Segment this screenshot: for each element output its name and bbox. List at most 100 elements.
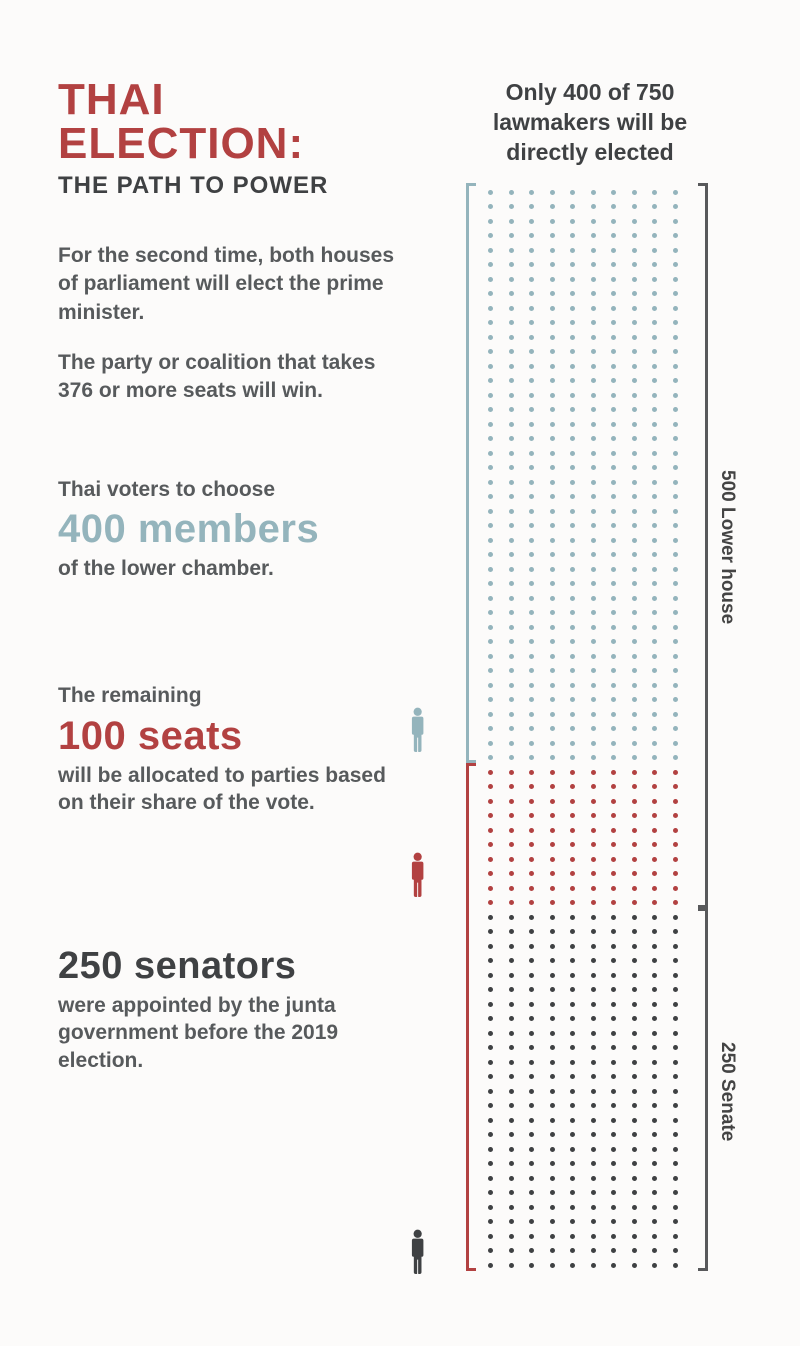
dot [529, 987, 534, 992]
dot [632, 958, 637, 963]
dot [488, 1031, 493, 1036]
dot [632, 639, 637, 644]
dot [652, 581, 657, 586]
dot [591, 1147, 596, 1152]
dot [673, 944, 678, 949]
dot [488, 683, 493, 688]
dot [632, 857, 637, 862]
side-label-0: 500 Lower house [716, 185, 738, 910]
dot [611, 697, 616, 702]
dot [570, 596, 575, 601]
dot [611, 436, 616, 441]
dot [673, 349, 678, 354]
dot [632, 277, 637, 282]
dot [509, 567, 514, 572]
dot [570, 697, 575, 702]
dot [652, 654, 657, 659]
dot [529, 581, 534, 586]
dot [611, 1089, 616, 1094]
dot [673, 581, 678, 586]
dot [611, 1016, 616, 1021]
dot [570, 1132, 575, 1137]
dot [632, 596, 637, 601]
dot [550, 1103, 555, 1108]
dot [632, 1248, 637, 1253]
dot [673, 509, 678, 514]
dot [550, 712, 555, 717]
dot [488, 306, 493, 311]
dot [550, 1205, 555, 1210]
dot [570, 610, 575, 615]
dot [632, 1219, 637, 1224]
intro-paragraph-1: For the second time, both houses of parl… [58, 242, 398, 327]
dot-row [488, 1070, 678, 1085]
dot [673, 451, 678, 456]
dot [570, 900, 575, 905]
dot [652, 770, 657, 775]
dot [591, 973, 596, 978]
dot [529, 538, 534, 543]
dot [611, 1161, 616, 1166]
dot [509, 973, 514, 978]
dot [611, 1031, 616, 1036]
dot [652, 1234, 657, 1239]
dot [550, 1263, 555, 1268]
dot-row [488, 736, 678, 751]
dot-row [488, 925, 678, 940]
dot [509, 958, 514, 963]
dot [550, 755, 555, 760]
dot [488, 799, 493, 804]
dot [611, 958, 616, 963]
dot [611, 1190, 616, 1195]
dot [611, 262, 616, 267]
dot-row [488, 446, 678, 461]
dot [529, 799, 534, 804]
dot [591, 625, 596, 630]
dot [509, 683, 514, 688]
dot [529, 610, 534, 615]
dot-row [488, 301, 678, 316]
dot-row [488, 432, 678, 447]
dot [652, 567, 657, 572]
dot [529, 712, 534, 717]
dot [652, 436, 657, 441]
dot [611, 915, 616, 920]
dot [611, 668, 616, 673]
dot [673, 770, 678, 775]
dot [591, 1045, 596, 1050]
dot [570, 712, 575, 717]
dot [570, 668, 575, 673]
dot [611, 639, 616, 644]
dot [488, 1118, 493, 1123]
dot [529, 335, 534, 340]
dot [591, 393, 596, 398]
dot [570, 871, 575, 876]
dot [652, 987, 657, 992]
dot [591, 871, 596, 876]
dot [529, 596, 534, 601]
dot [509, 1219, 514, 1224]
dot [652, 973, 657, 978]
dot [591, 1118, 596, 1123]
dot [652, 538, 657, 543]
dot [591, 262, 596, 267]
dot [632, 552, 637, 557]
dot [488, 436, 493, 441]
left-bracket-0 [466, 183, 476, 763]
dot [673, 871, 678, 876]
dot [550, 581, 555, 586]
dot [550, 639, 555, 644]
dot [632, 320, 637, 325]
dot [488, 378, 493, 383]
dot [652, 1060, 657, 1065]
dot [509, 393, 514, 398]
dot [673, 1205, 678, 1210]
dot [673, 726, 678, 731]
dot [673, 465, 678, 470]
dot-row [488, 374, 678, 389]
dot [611, 451, 616, 456]
dot-row [488, 1128, 678, 1143]
dot [488, 944, 493, 949]
dot [652, 465, 657, 470]
dot [529, 929, 534, 934]
